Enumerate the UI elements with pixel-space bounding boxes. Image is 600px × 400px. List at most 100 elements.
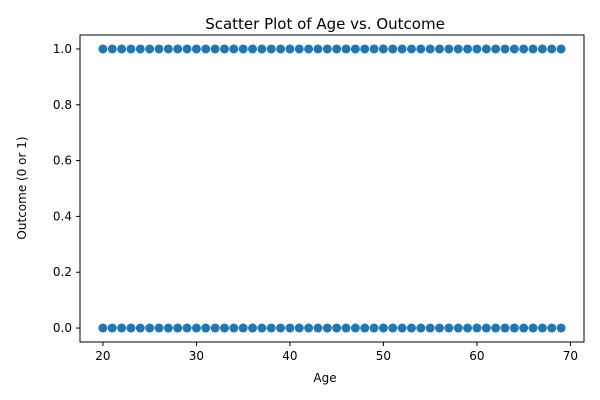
data-point [238, 44, 248, 54]
data-point [350, 44, 360, 54]
points-layer [98, 44, 566, 333]
data-point [117, 323, 127, 333]
data-point [463, 323, 473, 333]
data-point [444, 323, 454, 333]
data-point [210, 44, 220, 54]
data-point [537, 323, 547, 333]
data-point [341, 44, 351, 54]
data-point [556, 323, 566, 333]
data-point [378, 44, 388, 54]
x-tick-label: 40 [282, 349, 297, 363]
data-point [397, 44, 407, 54]
y-axis-label: Outcome (0 or 1) [15, 136, 29, 239]
data-point [313, 44, 323, 54]
x-tick-label: 30 [189, 349, 204, 363]
data-point [416, 44, 426, 54]
data-point [313, 323, 323, 333]
data-point [547, 44, 557, 54]
data-point [369, 44, 379, 54]
x-tick-label: 50 [376, 349, 391, 363]
data-point [248, 323, 258, 333]
data-point [238, 323, 248, 333]
data-point [360, 44, 370, 54]
data-point [406, 44, 416, 54]
data-point [294, 323, 304, 333]
data-point [294, 44, 304, 54]
data-point [173, 44, 183, 54]
plot-frame [79, 34, 585, 343]
data-point [285, 44, 295, 54]
data-point [519, 44, 529, 54]
data-point [135, 323, 145, 333]
data-point [117, 44, 127, 54]
data-point [388, 323, 398, 333]
data-point [126, 44, 136, 54]
data-point [145, 44, 155, 54]
data-point [304, 44, 314, 54]
data-point [107, 323, 117, 333]
data-point [276, 44, 286, 54]
data-point [163, 323, 173, 333]
data-point [435, 323, 445, 333]
data-point [154, 323, 164, 333]
data-point [276, 323, 286, 333]
data-point [219, 323, 229, 333]
data-point [322, 44, 332, 54]
y-tick-label: 0.2 [53, 265, 72, 279]
data-point [491, 44, 501, 54]
data-point [547, 323, 557, 333]
data-point [453, 323, 463, 333]
x-axis-label: Age [313, 371, 336, 385]
data-point [472, 323, 482, 333]
data-point [107, 44, 117, 54]
x-tick-label: 70 [563, 349, 578, 363]
data-point [341, 323, 351, 333]
data-point [266, 323, 276, 333]
data-point [444, 44, 454, 54]
data-point [191, 323, 201, 333]
data-point [229, 44, 239, 54]
data-point [491, 323, 501, 333]
data-point [135, 44, 145, 54]
data-point [481, 323, 491, 333]
y-tick-label: 0.0 [53, 321, 72, 335]
data-point [519, 323, 529, 333]
data-point [537, 44, 547, 54]
data-point [369, 323, 379, 333]
data-point [406, 323, 416, 333]
data-point [463, 44, 473, 54]
data-point [304, 323, 314, 333]
data-point [360, 323, 370, 333]
data-point [98, 44, 108, 54]
data-point [416, 323, 426, 333]
data-point [98, 323, 108, 333]
data-point [453, 44, 463, 54]
data-point [173, 323, 183, 333]
data-point [378, 323, 388, 333]
data-point [201, 323, 211, 333]
data-point [481, 44, 491, 54]
data-point [248, 44, 258, 54]
y-tick-label: 0.4 [53, 209, 72, 223]
data-point [182, 44, 192, 54]
data-point [332, 323, 342, 333]
data-point [388, 44, 398, 54]
y-tick-label: 1.0 [53, 42, 72, 56]
y-tick-label: 0.8 [53, 98, 72, 112]
data-point [126, 323, 136, 333]
data-point [435, 44, 445, 54]
data-point [425, 323, 435, 333]
data-point [509, 323, 519, 333]
data-point [191, 44, 201, 54]
data-point [500, 323, 510, 333]
data-point [509, 44, 519, 54]
data-point [397, 323, 407, 333]
data-point [285, 323, 295, 333]
data-point [219, 44, 229, 54]
data-point [257, 323, 267, 333]
data-point [182, 323, 192, 333]
x-tick-label: 20 [95, 349, 110, 363]
data-point [332, 44, 342, 54]
